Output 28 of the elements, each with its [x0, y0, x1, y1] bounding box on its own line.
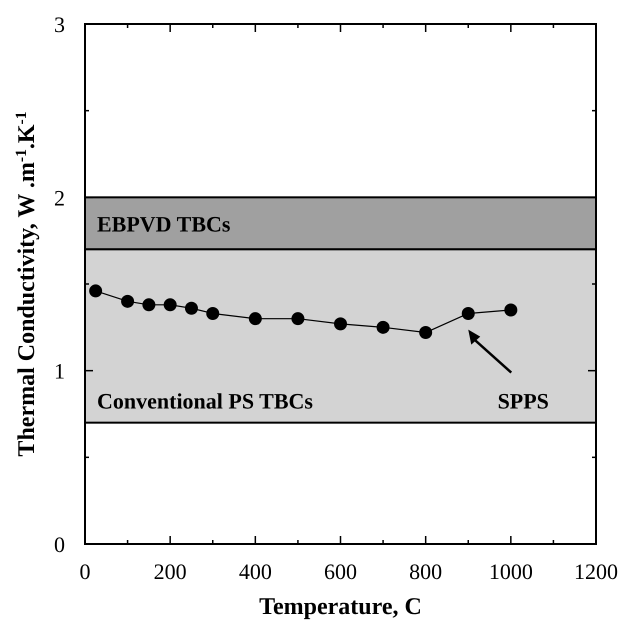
x-tick-label: 200	[154, 559, 187, 584]
x-tick-label: 1200	[574, 559, 618, 584]
point	[504, 304, 518, 316]
x-tick-label: 800	[409, 559, 442, 584]
y-tick-label: 1	[54, 358, 65, 384]
x-tick-label: 1000	[488, 559, 533, 584]
point	[142, 298, 156, 312]
point	[121, 294, 134, 308]
y-tick-label: 2	[54, 185, 65, 210]
x-tick-label: 0	[80, 559, 90, 584]
point	[164, 298, 177, 312]
point	[291, 312, 304, 326]
y-tick-label: 3	[54, 12, 65, 37]
point	[376, 320, 390, 334]
annotation: SPPS	[498, 388, 549, 414]
point	[248, 312, 262, 326]
y-tick-label: 0	[54, 532, 65, 557]
point	[206, 306, 220, 320]
band-label: Conventional PS TBCs	[97, 388, 314, 414]
x-tick-label: 600	[324, 559, 357, 584]
point	[334, 317, 347, 330]
point	[462, 306, 475, 320]
x-axis-title: Temperature, C	[259, 594, 422, 620]
point	[419, 326, 432, 340]
point	[184, 302, 198, 315]
band-label: EBPVD TBCs	[97, 211, 231, 236]
x-tick-label: 400	[238, 559, 272, 584]
point	[89, 284, 102, 298]
